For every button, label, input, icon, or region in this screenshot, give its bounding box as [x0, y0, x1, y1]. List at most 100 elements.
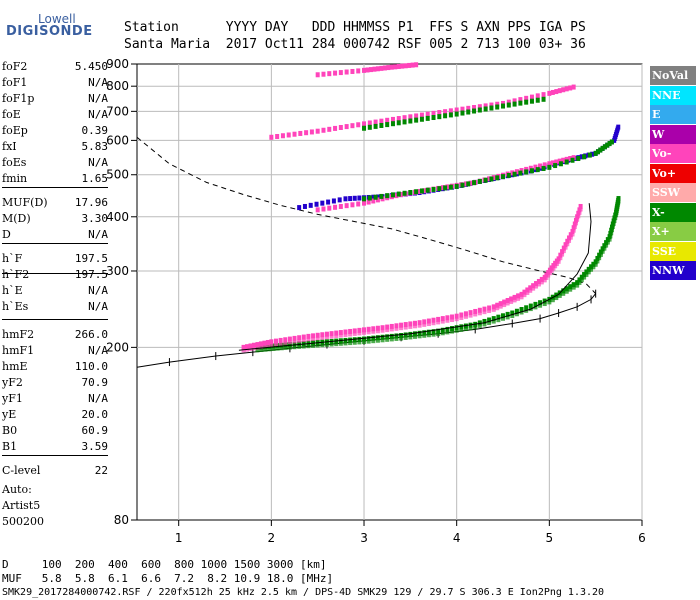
echo-point-x — [614, 214, 619, 218]
param-value: N/A — [88, 228, 108, 241]
echo-point-x — [255, 349, 260, 353]
echo-point-vo — [352, 332, 357, 336]
echo-point-x — [450, 326, 455, 332]
echo-point-x — [529, 98, 534, 104]
echo-point-vo — [315, 332, 320, 338]
echo-point-vo — [477, 312, 482, 316]
echo-point-x — [283, 346, 288, 350]
echo-point-x — [348, 342, 353, 346]
param-label: hmE — [2, 360, 28, 373]
echo-point-x — [496, 314, 501, 320]
echo-point-x — [571, 286, 576, 290]
echo-point-x — [564, 290, 569, 294]
separator — [2, 273, 108, 274]
echo-point-x — [541, 165, 546, 171]
echo-point-vo — [536, 283, 541, 287]
echo-point-vo — [333, 204, 338, 210]
param-label: MUF(D) — [2, 196, 48, 209]
echo-point-vo — [514, 169, 519, 175]
echo-point-x — [283, 342, 288, 348]
echo-point-x — [610, 225, 615, 229]
echo-point-x — [586, 266, 591, 272]
echo-point-x — [483, 106, 488, 112]
echo-point-vo — [495, 307, 500, 311]
echo-point-x — [483, 177, 488, 183]
echo-point-x — [334, 343, 339, 347]
echo-point-vo — [450, 318, 455, 322]
param-label: foEp — [2, 124, 28, 137]
echo-point-x — [611, 222, 616, 226]
echo-point-x — [431, 333, 436, 337]
echo-point-x — [616, 200, 621, 204]
echo-point-vo — [431, 322, 436, 326]
echo-point-vo — [390, 116, 395, 122]
param-row-clevel: C-level 22 — [2, 464, 108, 479]
echo-point-x — [362, 125, 367, 131]
echo-point-x — [482, 318, 487, 324]
echo-point-x — [514, 308, 519, 314]
echo-point-x — [352, 341, 357, 345]
echo-point-x — [518, 170, 523, 176]
echo-point-vo — [538, 163, 543, 169]
echo-point-vo — [419, 112, 424, 118]
echo-point-x — [292, 346, 297, 350]
echo-point-vo — [426, 323, 431, 327]
echo-point-vo — [571, 229, 576, 233]
echo-point-x — [558, 161, 563, 167]
echo-point-x — [529, 168, 534, 174]
echo-point-vo — [422, 323, 427, 327]
echo-point-x — [379, 122, 384, 128]
echo-point-x — [550, 299, 555, 303]
echo-point-vo — [568, 236, 573, 240]
param-label: M(D) — [2, 212, 31, 225]
echo-point-x — [472, 180, 477, 186]
echo-point-vo — [501, 100, 506, 106]
x-tick-label: 1 — [175, 531, 183, 545]
parameter-panel: foF2 5.450 foF1 N/A foF1p N/A foE N/A foEp 0.39 fx… — [0, 0, 112, 600]
echo-point-vo — [459, 316, 464, 320]
echo-point-x — [380, 339, 385, 343]
echo-point-x — [412, 335, 417, 339]
echo-point-vo — [473, 308, 478, 314]
echo-point-vo — [333, 70, 338, 76]
echo-point-x — [561, 292, 566, 296]
separator — [2, 455, 108, 456]
echo-point-vo — [519, 291, 524, 297]
echo-point-vo — [534, 281, 539, 287]
echo-point-x — [495, 175, 500, 181]
echo-point-x — [541, 96, 546, 102]
echo-point-vo — [327, 126, 332, 132]
echo-point-vo — [403, 63, 408, 69]
echo-point-x — [595, 260, 600, 264]
echo-point-x — [577, 277, 582, 283]
param-value: 60.9 — [81, 424, 109, 437]
echo-point-x — [362, 336, 367, 342]
echo-point-x — [422, 334, 427, 338]
echo-point-vo — [258, 345, 263, 349]
echo-point-vo — [269, 134, 274, 140]
echo-point-x — [477, 107, 482, 113]
echo-point-vo — [304, 130, 309, 136]
echo-point-vo — [371, 198, 376, 204]
echo-point-x — [362, 341, 367, 345]
echo-point-vo — [245, 348, 250, 352]
echo-point-vo — [350, 68, 355, 74]
echo-point-x — [385, 338, 390, 342]
param-value: 20.0 — [81, 408, 109, 421]
y-tick-label: 500 — [106, 168, 129, 182]
echo-point-x — [437, 114, 442, 120]
echo-point-x — [357, 341, 362, 345]
param-value: 5.450 — [74, 60, 108, 73]
echo-point-vo — [311, 333, 316, 339]
echo-point-x — [589, 264, 594, 270]
param-row-hf: h`F 197.5 — [2, 252, 108, 267]
echo-point-x — [431, 329, 436, 335]
echo-point-vo — [556, 260, 561, 264]
echo-point-vo — [554, 159, 559, 165]
echo-point-x — [609, 232, 614, 236]
param-row-yf2: yF2 70.9 — [2, 376, 108, 391]
echo-point-vo — [241, 344, 246, 350]
param-value: 266.0 — [74, 328, 108, 341]
echo-point-vo — [440, 316, 445, 322]
echo-point-vo — [301, 334, 306, 340]
